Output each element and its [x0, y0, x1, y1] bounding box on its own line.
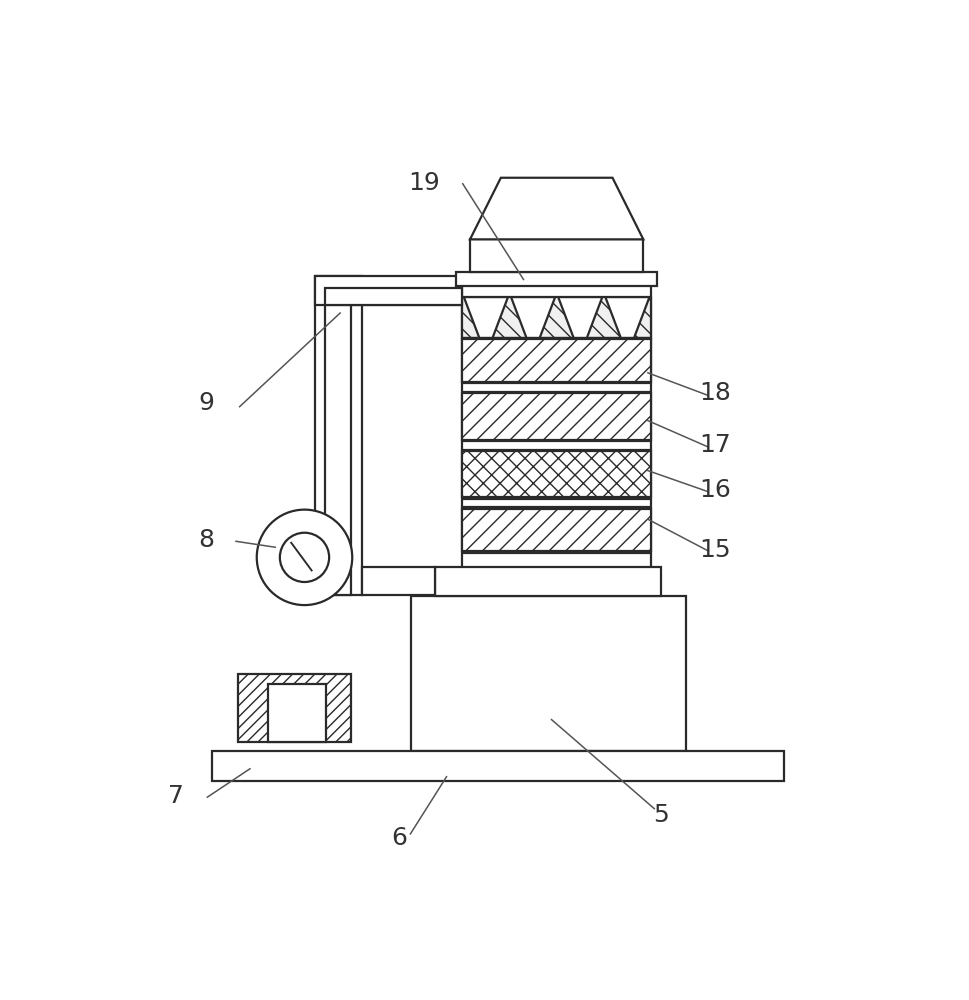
Bar	[237, 674, 351, 742]
Polygon shape	[511, 297, 555, 338]
Bar	[462, 297, 651, 338]
Text: 8: 8	[199, 528, 215, 552]
Bar	[212, 751, 784, 781]
Text: 6: 6	[391, 826, 407, 850]
Text: 17: 17	[699, 433, 731, 457]
Text: 7: 7	[168, 784, 184, 808]
Bar	[462, 339, 651, 382]
Circle shape	[280, 533, 329, 582]
Bar	[326, 305, 352, 595]
Bar	[315, 276, 462, 305]
Text: 5: 5	[653, 803, 669, 827]
Polygon shape	[606, 297, 649, 338]
Bar	[268, 684, 326, 742]
Text: 16: 16	[699, 478, 731, 502]
Bar	[462, 393, 651, 440]
Text: 18: 18	[699, 381, 731, 405]
Bar	[362, 567, 435, 595]
Bar	[462, 509, 651, 551]
Polygon shape	[558, 297, 603, 338]
Circle shape	[257, 510, 353, 605]
Bar	[326, 288, 462, 305]
Bar	[470, 239, 643, 272]
Bar	[462, 274, 651, 596]
Bar	[315, 276, 362, 595]
Bar	[435, 567, 661, 596]
Text: 19: 19	[408, 171, 440, 195]
Polygon shape	[470, 178, 643, 239]
Text: 9: 9	[199, 391, 215, 415]
Polygon shape	[464, 297, 508, 338]
Bar	[462, 451, 651, 497]
Bar	[456, 272, 657, 286]
Text: 15: 15	[699, 538, 731, 562]
Bar	[411, 596, 686, 751]
